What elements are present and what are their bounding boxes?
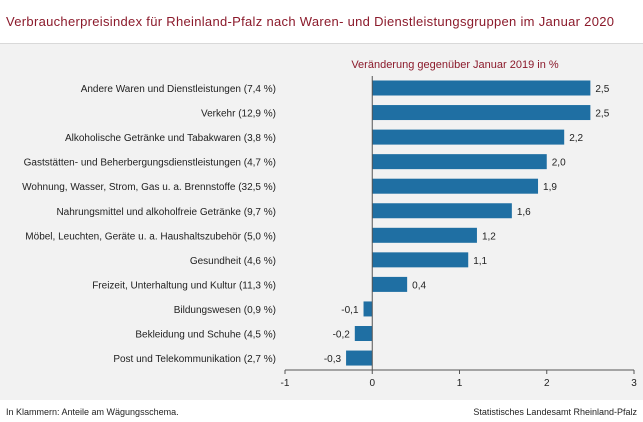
value-label: 2,5	[595, 84, 609, 95]
bar	[372, 80, 591, 96]
value-label: -0,3	[324, 354, 342, 365]
x-tick-label: 3	[631, 378, 637, 389]
bar	[372, 276, 408, 292]
bar	[346, 350, 373, 366]
bar	[363, 301, 373, 317]
value-label: 1,1	[473, 256, 487, 267]
chart-title: Verbraucherpreisindex für Rheinland-Pfal…	[6, 14, 615, 29]
bar	[372, 154, 547, 170]
category-label: Bildungswesen (0,9 %)	[174, 305, 276, 316]
bar	[372, 227, 477, 243]
value-label: 1,6	[517, 207, 531, 218]
category-label: Gaststätten- und Beherbergungsdienstleis…	[24, 158, 276, 169]
bar-chart: Veränderung gegenüber Januar 2019 in % An…	[22, 59, 637, 389]
value-label: 0,4	[412, 280, 426, 291]
bar	[372, 105, 591, 121]
chart-panel	[0, 44, 643, 400]
category-label: Nahrungsmittel und alkoholfreie Getränke…	[56, 207, 276, 218]
bar	[372, 252, 469, 268]
x-tick-label: 1	[457, 378, 463, 389]
value-label: 2,5	[595, 109, 609, 120]
category-label: Alkoholische Getränke und Tabakwaren (3,…	[65, 133, 276, 144]
x-tick-label: 0	[369, 378, 375, 389]
bar	[372, 178, 539, 194]
category-label: Post und Telekommunikation (2,7 %)	[113, 354, 276, 365]
x-tick-label: 2	[544, 378, 550, 389]
category-label: Gesundheit (4,6 %)	[190, 256, 276, 267]
value-label: -0,2	[333, 330, 351, 341]
category-label: Möbel, Leuchten, Geräte u. a. Haushaltsz…	[25, 231, 276, 242]
category-label: Freizeit, Unterhaltung und Kultur (11,3 …	[92, 280, 276, 291]
value-label: 2,2	[569, 133, 583, 144]
value-label: -0,1	[341, 305, 359, 316]
footnote: In Klammern: Anteile am Wägungsschema.	[6, 407, 179, 417]
bar	[354, 326, 373, 341]
bar	[372, 203, 512, 219]
title-divider	[0, 43, 643, 44]
x-tick-label: -1	[281, 378, 290, 389]
chart-subtitle: Veränderung gegenüber Januar 2019 in %	[351, 59, 559, 71]
category-label: Verkehr (12,9 %)	[201, 109, 276, 120]
bar	[372, 129, 565, 145]
value-label: 1,9	[543, 182, 557, 193]
category-label: Bekleidung und Schuhe (4,5 %)	[135, 330, 276, 341]
value-label: 1,2	[482, 231, 496, 242]
source-credit: Statistisches Landesamt Rheinland-Pfalz	[473, 407, 637, 417]
value-label: 2,0	[552, 158, 566, 169]
category-label: Wohnung, Wasser, Strom, Gas u. a. Brenns…	[22, 182, 276, 193]
category-label: Andere Waren und Dienstleistungen (7,4 %…	[81, 84, 276, 95]
